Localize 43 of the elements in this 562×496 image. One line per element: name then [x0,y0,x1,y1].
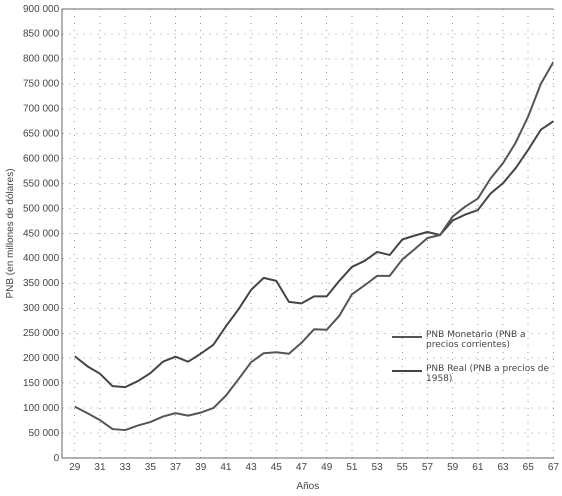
x-tick-label: 41 [220,462,232,473]
y-tick-label: 850 000 [22,28,60,40]
y-tick-label: 150 000 [22,378,60,389]
y-tick-label: 550 000 [22,178,60,190]
x-tick-label: 45 [270,462,282,473]
y-tick-label: 350 000 [22,278,60,290]
y-tick-label: 100 000 [22,402,60,414]
y-tick-label: 750 000 [22,78,60,90]
x-tick-label: 55 [396,462,408,473]
x-tick-label: 51 [346,462,358,473]
x-tick-label: 37 [170,462,182,473]
y-tick-label: 900 000 [22,4,60,15]
y-axis-title: PNB (en millones de dólares) [4,168,16,299]
legend-label: PNB Real (PNB a precios de 1958) [426,364,550,384]
y-tick-label: 0 [54,452,60,464]
x-tick-label: 49 [321,462,333,473]
legend-label: PNB Monetario (PNB a precios corrientes) [426,330,527,350]
y-tick-label: 600 000 [22,153,60,164]
y-tick-label: 300 000 [22,303,60,314]
x-tick-label: 33 [120,462,132,473]
x-tick-label: 67 [548,462,560,473]
x-tick-label: 31 [94,462,106,473]
x-tick-label: 63 [497,462,510,473]
x-tick-label: 47 [296,462,308,473]
x-tick-label: 61 [472,462,484,473]
x-tick-label: 65 [522,462,534,473]
y-tick-label: 400 000 [22,253,60,264]
y-tick-label: 500 000 [22,203,60,214]
y-tick-label: 250 000 [22,328,60,340]
y-tick-label: 800 000 [22,54,60,65]
x-tick-label: 59 [447,462,459,473]
y-tick-label: 50 000 [28,428,60,439]
x-tick-label: 35 [144,462,156,473]
y-tick-label: 450 000 [22,228,60,240]
x-axis-title: Años [296,480,320,492]
y-tick-label: 200 000 [22,352,60,364]
y-tick-label: 650 000 [22,128,60,140]
x-tick-label: 29 [69,462,81,473]
x-tick-label: 57 [422,462,434,473]
x-tick-label: 43 [246,462,258,473]
x-tick-label: 53 [372,462,384,473]
x-tick-label: 39 [195,462,207,473]
y-tick-label: 700 000 [22,104,60,115]
